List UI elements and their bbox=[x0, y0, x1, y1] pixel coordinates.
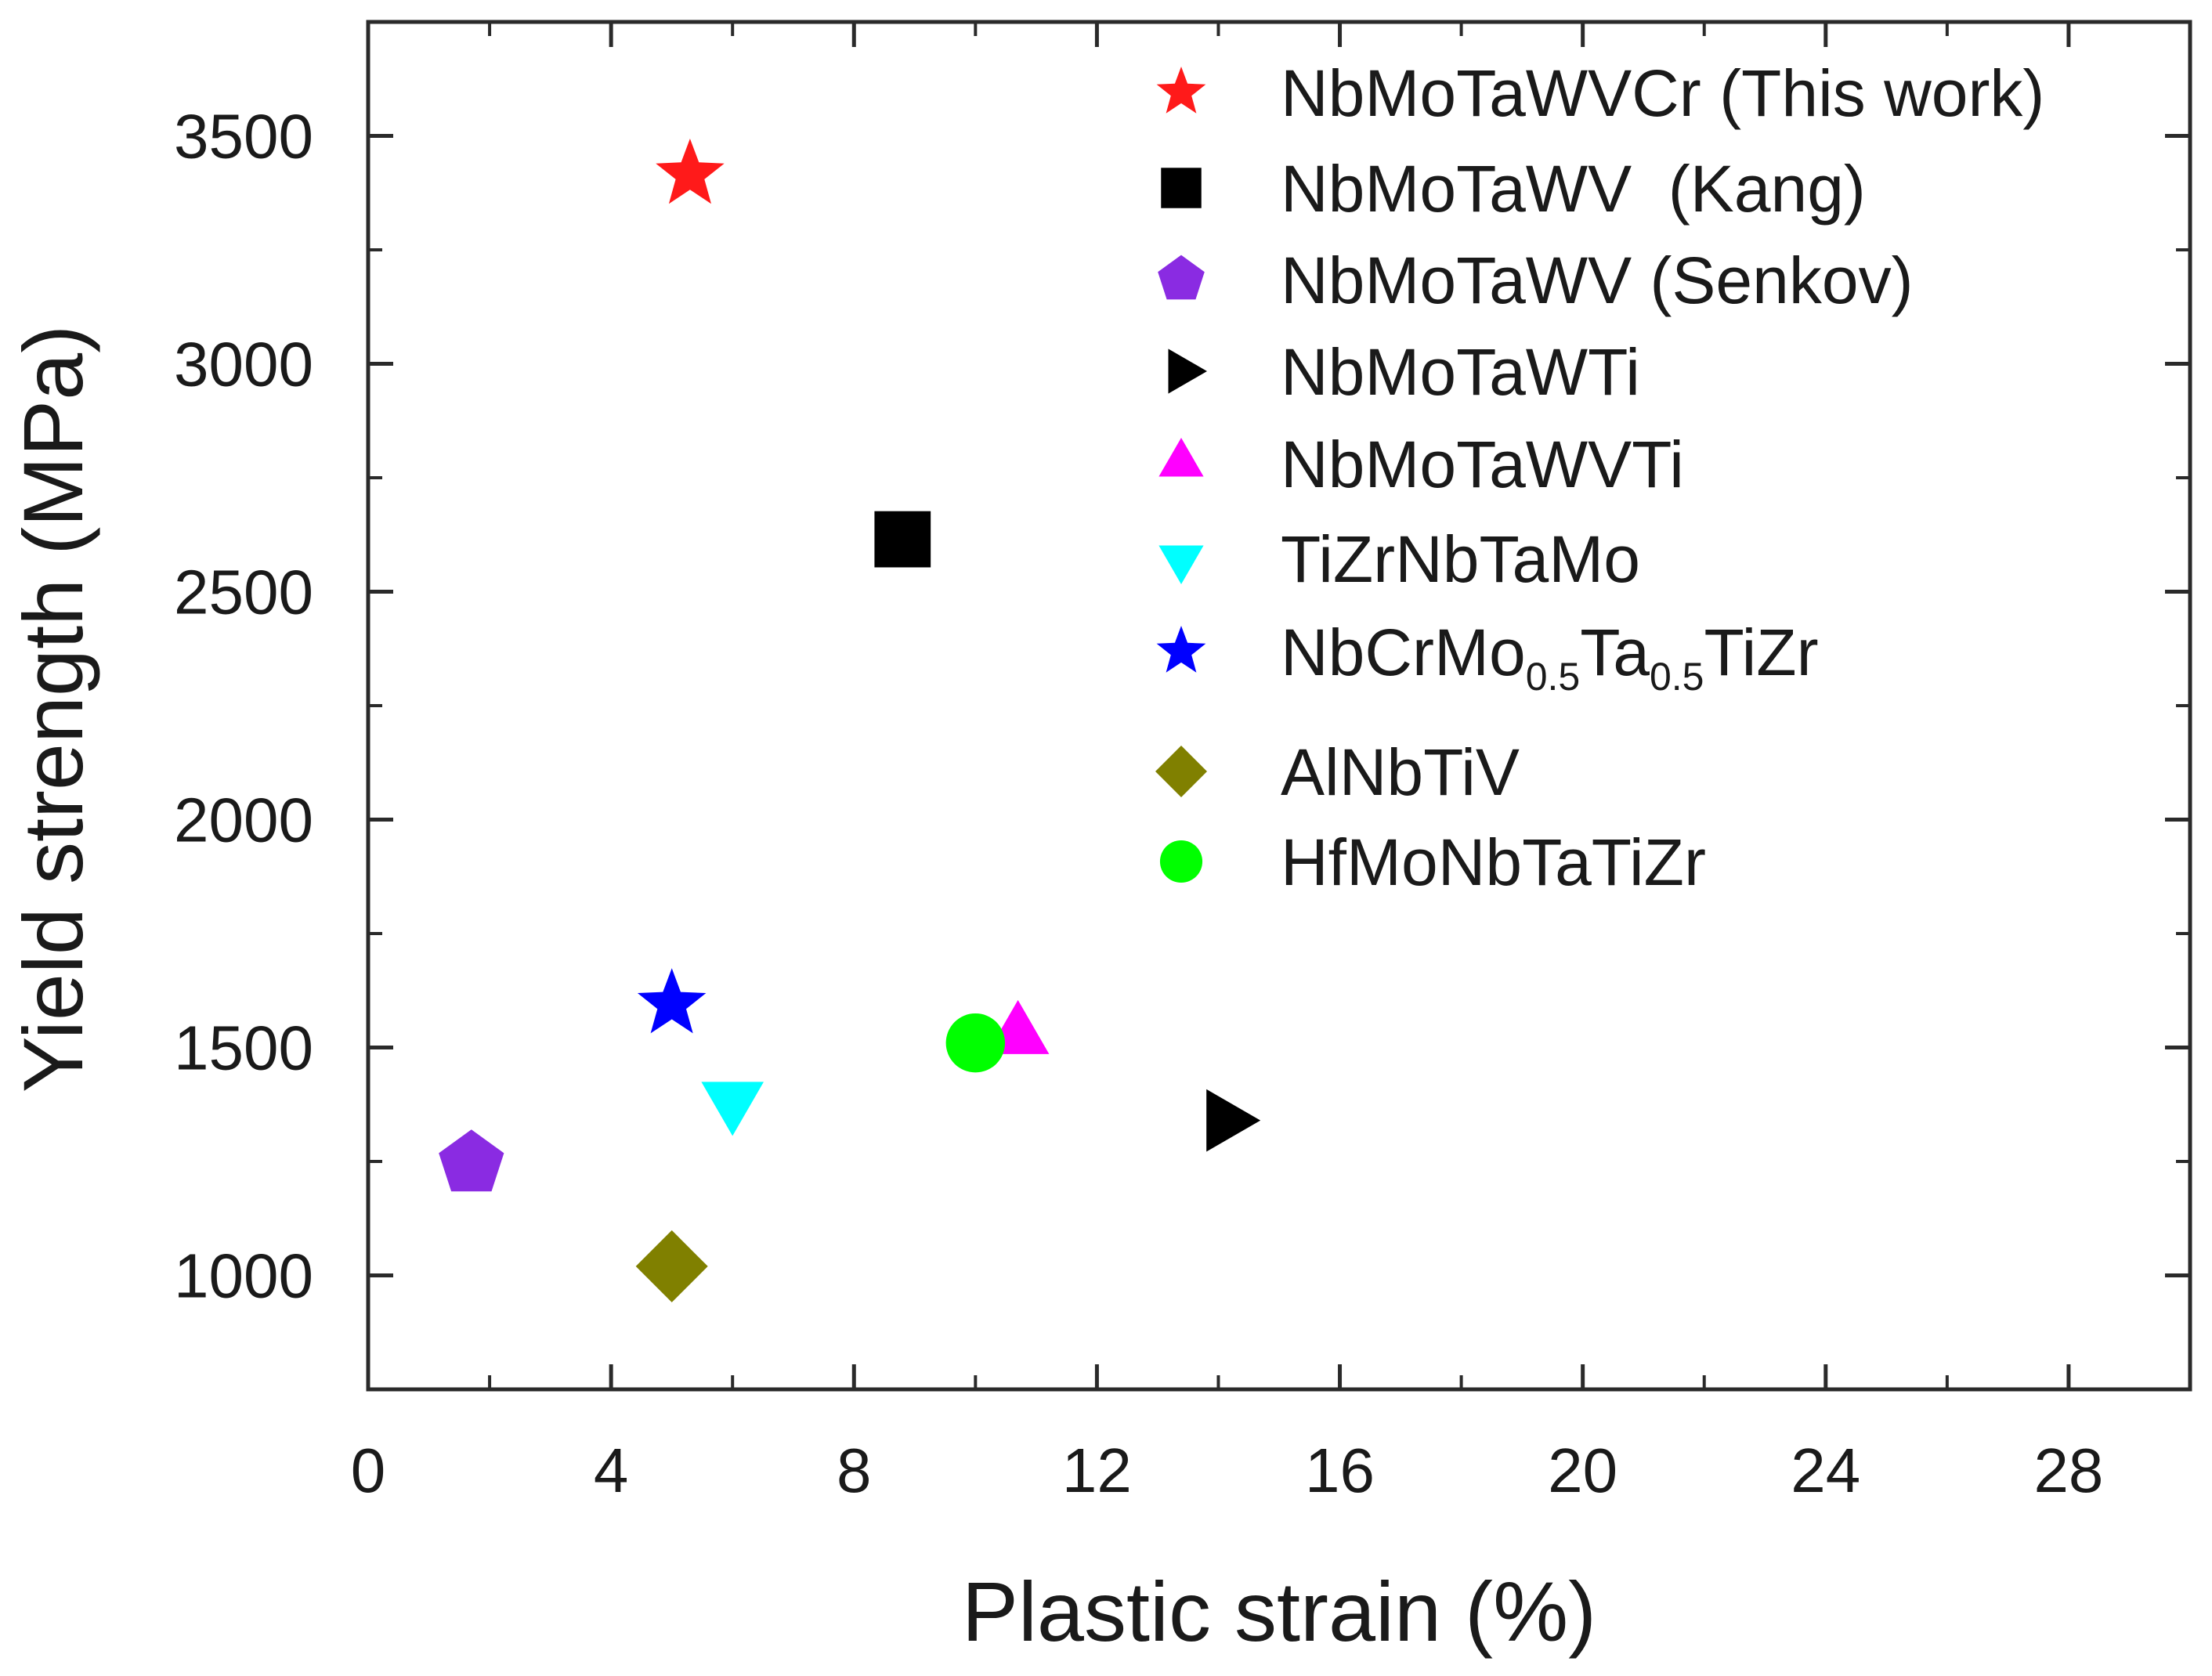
legend-label: NbMoTaWVCr (This work) bbox=[1281, 56, 2044, 130]
legend-label-part: Ta bbox=[1580, 616, 1650, 689]
legend-symbol bbox=[1168, 349, 1207, 394]
legend-label-part: NbMoTaWV (Kang) bbox=[1281, 152, 1866, 226]
plot-frame bbox=[366, 20, 2192, 1392]
y-tick-label: 1500 bbox=[174, 1013, 313, 1083]
legend-label-part: TiZrNbTaMo bbox=[1281, 522, 1640, 596]
legend-label-subscript: 0.5 bbox=[1526, 655, 1581, 699]
legend-symbol bbox=[1158, 255, 1205, 300]
x-tick-label: 16 bbox=[1305, 1436, 1375, 1505]
x-axis-title: Plastic strain (%) bbox=[962, 1564, 1596, 1659]
legend-label: NbCrMo0.5Ta0.5TiZr bbox=[1281, 616, 1819, 699]
legend-label-part: NbMoTaWTi bbox=[1281, 335, 1640, 409]
legend-symbol bbox=[1158, 545, 1204, 584]
legend-label: NbMoTaWVTi bbox=[1281, 428, 1684, 501]
data-point: AlNbTiV (5, 1020) bbox=[635, 1230, 708, 1302]
legend-symbol bbox=[1161, 168, 1202, 208]
data-point: NbCrMo0.5Ta0.5TiZr (5, 1595) bbox=[637, 968, 707, 1034]
ticks-layer bbox=[366, 22, 2190, 1389]
legend-label: NbMoTaWV (Senkov) bbox=[1281, 244, 1914, 317]
x-tick-label: 28 bbox=[2033, 1436, 2103, 1505]
x-tick-label: 8 bbox=[837, 1436, 872, 1505]
legend-label-part: AlNbTiV bbox=[1281, 735, 1520, 809]
data-point: NbMoTaWV (Senkov) (1.7, 1245) bbox=[439, 1129, 504, 1192]
y-tick-label: 3500 bbox=[174, 102, 313, 172]
legend-symbol bbox=[1156, 67, 1206, 114]
data-points-layer: NbMoTaWVCr (This work) (5.3, 3415) NbMoTa… bbox=[439, 139, 1261, 1302]
legend: NbMoTaWVCr (This work) NbMoTaWV (Kang) NbM… bbox=[1155, 56, 2044, 899]
data-point: NbMoTaWV (Kang) (8.8, 2615) bbox=[874, 511, 931, 568]
y-axis-title: Yield strength (MPa) bbox=[5, 325, 100, 1093]
x-tick-label: 20 bbox=[1548, 1436, 1617, 1505]
y-tick-label: 2000 bbox=[174, 786, 313, 855]
legend-label-part: NbMoTaWVTi bbox=[1281, 428, 1684, 501]
legend-symbol bbox=[1156, 626, 1206, 673]
legend-label-subscript: 0.5 bbox=[1650, 655, 1704, 699]
legend-label-part: NbCrMo bbox=[1281, 616, 1526, 689]
y-tick-label: 1000 bbox=[174, 1241, 313, 1311]
legend-symbol bbox=[1155, 746, 1207, 797]
data-point: NbMoTaWVCr (This work) (5.3, 3415) bbox=[656, 139, 725, 204]
legend-label-part: TiZr bbox=[1704, 616, 1818, 689]
data-point: TiZrNbTaMo (6, 1385) bbox=[701, 1082, 764, 1136]
legend-symbol bbox=[1159, 840, 1203, 883]
x-tick-label: 4 bbox=[594, 1436, 629, 1505]
data-point: NbMoTaWTi (14.1, 1340) bbox=[1206, 1089, 1261, 1152]
y-tick-label: 2500 bbox=[174, 558, 313, 627]
x-tick-label: 12 bbox=[1062, 1436, 1132, 1505]
legend-label-part: NbMoTaWV (Senkov) bbox=[1281, 244, 1914, 317]
x-tick-label: 24 bbox=[1791, 1436, 1860, 1505]
legend-symbol bbox=[1158, 438, 1204, 477]
legend-label: HfMoNbTaTiZr bbox=[1281, 825, 1706, 899]
legend-label-part: HfMoNbTaTiZr bbox=[1281, 825, 1706, 899]
legend-label: TiZrNbTaMo bbox=[1281, 522, 1640, 596]
y-tick-label: 3000 bbox=[174, 330, 313, 399]
legend-label: NbMoTaWTi bbox=[1281, 335, 1640, 409]
legend-label-part: NbMoTaWVCr (This work) bbox=[1281, 56, 2044, 130]
legend-label: AlNbTiV bbox=[1281, 735, 1520, 809]
legend-label: NbMoTaWV (Kang) bbox=[1281, 152, 1866, 226]
x-tick-label: 0 bbox=[351, 1436, 386, 1505]
tick-labels-layer: 0 4 8 12 16 20 24 28 1000 1500 2000 2500 3000 3500 bbox=[174, 102, 2103, 1506]
data-point: HfMoNbTaTiZr (10, 1510) bbox=[945, 1013, 1006, 1073]
